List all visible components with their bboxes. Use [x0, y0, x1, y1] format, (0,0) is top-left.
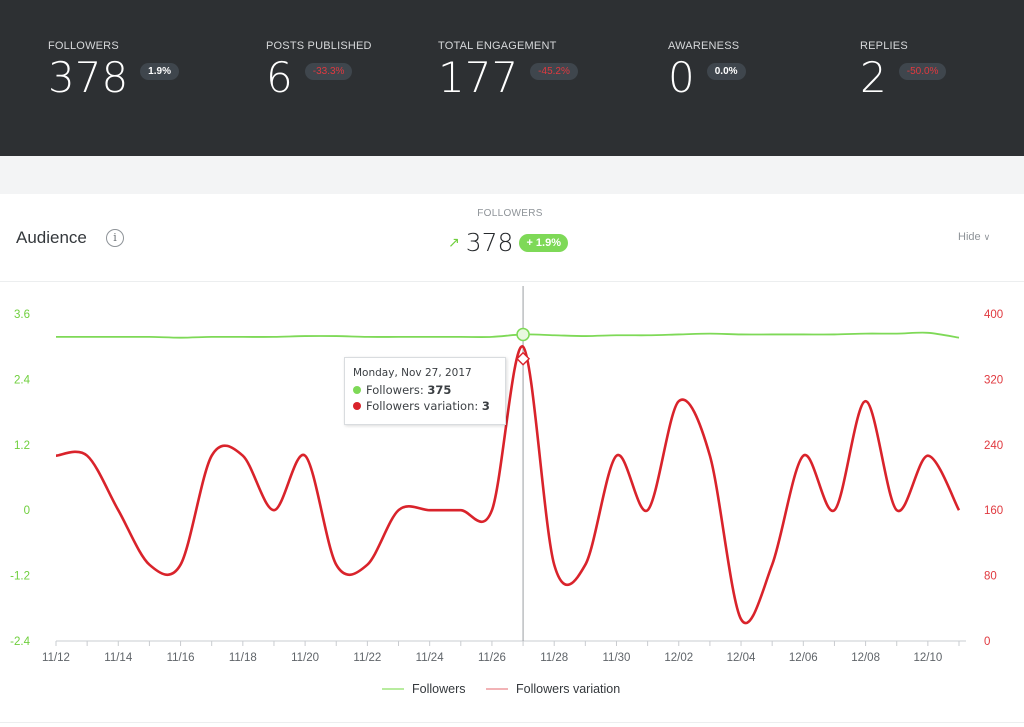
variation-swatch-icon: [486, 688, 508, 690]
right-y-axis: 400 320 240 160 80 0: [984, 309, 1003, 648]
x-axis-tick-label: 11/22: [353, 652, 381, 664]
hide-label: Hide: [958, 231, 981, 243]
series-layer: [55, 286, 961, 641]
stat-change-badge: 1.9%: [140, 62, 179, 80]
x-axis-tick-label: 11/12: [42, 652, 70, 664]
stat-label: FOLLOWERS: [48, 40, 119, 52]
panel-header: Audience i FOLLOWERS ↗ 378 + 1.9% Hide ∨: [0, 194, 1024, 282]
left-y-axis: 3.6 2.4 1.2 0 -1.2 -2.4: [10, 309, 30, 648]
divider: [0, 722, 1024, 723]
right-axis-tick-label: 400: [984, 309, 1003, 321]
tooltip-variation: Followers variation: 3: [353, 398, 497, 414]
tooltip-followers: Followers: 375: [353, 382, 497, 398]
panel-title: Audience: [16, 228, 87, 247]
followers-swatch-icon: [382, 688, 404, 690]
stat-value: 0: [668, 53, 695, 102]
tooltip-followers-value: 375: [427, 383, 452, 397]
right-axis-tick-label: 160: [984, 505, 1003, 517]
tooltip-followers-label: Followers:: [366, 383, 424, 397]
stat-label: AWARENESS: [668, 40, 740, 52]
x-axis-tick-label: 11/24: [416, 652, 445, 664]
audience-panel: Audience i FOLLOWERS ↗ 378 + 1.9% Hide ∨: [0, 194, 1024, 727]
x-axis-tick-label: 11/20: [291, 652, 319, 664]
followers-highlight-point: [516, 327, 530, 342]
summary-value: 378: [465, 228, 514, 257]
info-icon[interactable]: i: [106, 229, 124, 247]
tooltip-date: Monday, Nov 27, 2017: [353, 367, 472, 379]
x-axis: 11/12 11/14 11/16 11/18 11/20 11/22 11/24 11/26…: [42, 640, 966, 664]
variation-highlight-point: [516, 351, 531, 366]
x-axis-tick-label: 12/02: [664, 652, 693, 664]
highlight-layer: [516, 327, 531, 366]
chevron-down-icon: ∨: [983, 232, 991, 242]
left-axis-tick-label: 0: [24, 505, 30, 517]
stat-change-badge: -50.0%: [898, 62, 947, 80]
right-axis-tick-label: 80: [984, 571, 997, 583]
followers-summary: FOLLOWERS ↗ 378 + 1.9%: [420, 208, 600, 257]
stats-bar: FOLLOWERS 378 1.9% POSTS PUBLISHED 6 -33…: [0, 0, 1024, 156]
stat-posts-published[interactable]: POSTS PUBLISHED 6 -33.3%: [266, 40, 372, 102]
stat-value: 6: [266, 53, 293, 102]
summary-change-badge: + 1.9%: [519, 233, 569, 252]
left-axis-tick-label: -1.2: [10, 571, 30, 583]
stat-label: REPLIES: [860, 40, 908, 52]
x-axis-tick-label: 11/14: [104, 652, 133, 664]
left-axis-tick-label: 3.6: [14, 309, 30, 321]
stat-change-badge: -33.3%: [304, 62, 353, 80]
chart-tooltip: Monday, Nov 27, 2017 Followers: 375 Foll…: [344, 357, 506, 425]
legend-label: Followers: [412, 682, 466, 696]
stat-value: 2: [860, 53, 887, 102]
stat-label: TOTAL ENGAGEMENT: [438, 40, 557, 52]
stat-total-engagement[interactable]: TOTAL ENGAGEMENT 177 -45.2%: [438, 40, 578, 102]
hide-button[interactable]: Hide ∨: [958, 231, 990, 243]
followers-dot-icon: [353, 386, 361, 394]
stat-value: 378: [48, 53, 129, 102]
x-axis-tick-label: 11/30: [603, 652, 631, 664]
legend-label: Followers variation: [516, 682, 621, 696]
x-axis-tick-label: 11/26: [478, 652, 506, 664]
right-axis-tick-label: 320: [984, 374, 1003, 386]
stat-change-badge: 0.0%: [706, 62, 746, 80]
series-line-followers-variation[interactable]: [55, 345, 961, 625]
summary-label: FOLLOWERS: [477, 208, 543, 219]
tooltip-variation-value: 3: [481, 399, 490, 413]
left-axis-tick-label: 2.4: [14, 374, 31, 386]
x-axis-tick-label: 11/16: [167, 652, 195, 664]
x-axis-tick-label: 11/28: [540, 652, 568, 664]
legend-item-followers[interactable]: Followers: [382, 682, 466, 696]
left-axis-tick-label: -2.4: [10, 636, 30, 648]
stat-value: 177: [438, 53, 519, 102]
x-axis-tick-label: 11/18: [229, 652, 257, 664]
stat-awareness[interactable]: AWARENESS 0 0.0%: [668, 40, 746, 102]
left-axis-tick-label: 1.2: [14, 440, 30, 452]
x-axis-tick-label: 12/08: [851, 652, 880, 664]
stat-change-badge: -45.2%: [530, 62, 578, 80]
x-axis-tick-label: 12/06: [789, 652, 818, 664]
right-axis-tick-label: 240: [984, 440, 1003, 452]
legend-item-variation[interactable]: Followers variation: [486, 682, 620, 696]
variation-dot-icon: [353, 402, 361, 410]
right-axis-tick-label: 0: [984, 636, 990, 648]
stat-label: POSTS PUBLISHED: [266, 40, 372, 52]
section-spacer: [0, 156, 1024, 194]
tooltip-variation-label: Followers variation:: [366, 399, 479, 413]
stat-replies[interactable]: REPLIES 2 -50.0%: [860, 40, 947, 102]
x-axis-tick-label: 12/10: [913, 652, 942, 664]
x-axis-tick-label: 12/04: [727, 652, 756, 664]
stat-followers[interactable]: FOLLOWERS 378 1.9%: [48, 40, 179, 102]
chart-legend: Followers Followers variation: [0, 682, 1024, 702]
trend-up-icon: ↗: [448, 234, 460, 250]
series-line-followers[interactable]: [55, 331, 960, 339]
